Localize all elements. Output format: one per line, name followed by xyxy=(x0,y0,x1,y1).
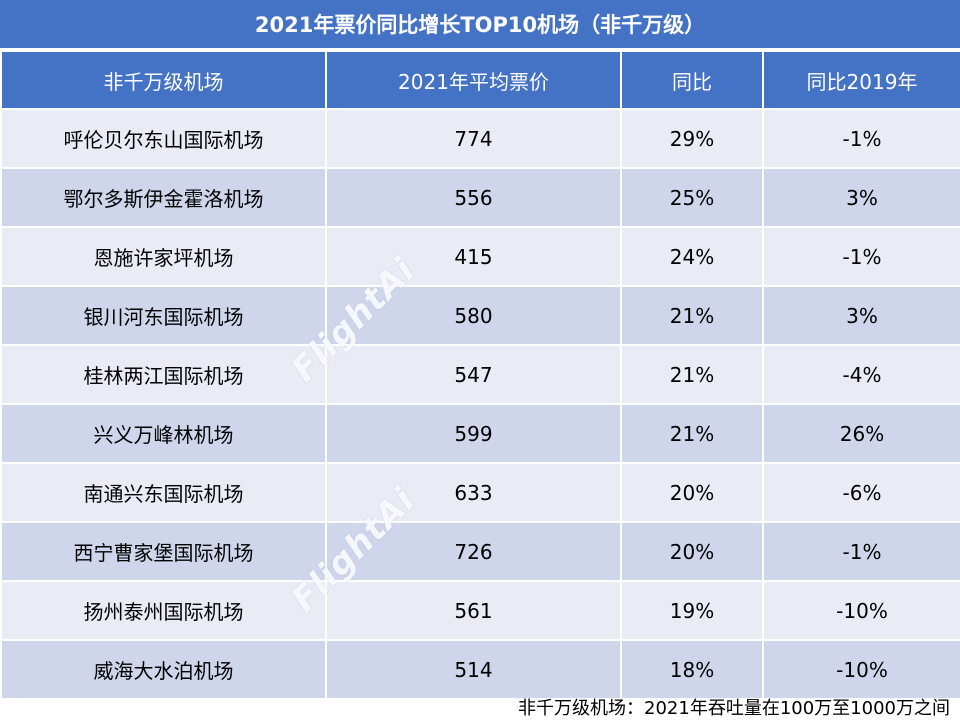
cell-airport: 银川河东国际机场 xyxy=(0,285,327,346)
table-row: 呼伦贝尔东山国际机场 774 29% -1% xyxy=(0,108,960,169)
table-row: 威海大水泊机场 514 18% -10% xyxy=(0,639,960,700)
cell-avg-fare: 514 xyxy=(325,639,622,700)
cell-airport: 扬州泰州国际机场 xyxy=(0,580,327,641)
cell-yoy: 20% xyxy=(620,521,764,582)
cell-vs-2019: -10% xyxy=(762,580,960,641)
table-row: 银川河东国际机场 580 21% 3% xyxy=(0,285,960,346)
cell-airport: 西宁曹家堡国际机场 xyxy=(0,521,327,582)
cell-vs-2019: 26% xyxy=(762,403,960,464)
cell-yoy: 21% xyxy=(620,403,764,464)
cell-airport: 桂林两江国际机场 xyxy=(0,344,327,405)
cell-avg-fare: 580 xyxy=(325,285,622,346)
cell-yoy: 21% xyxy=(620,285,764,346)
cell-vs-2019: -1% xyxy=(762,521,960,582)
cell-yoy: 29% xyxy=(620,108,764,169)
table-row: 恩施许家坪机场 415 24% -1% xyxy=(0,226,960,287)
table-row: 鄂尔多斯伊金霍洛机场 556 25% 3% xyxy=(0,167,960,228)
table-row: 扬州泰州国际机场 561 19% -10% xyxy=(0,580,960,641)
cell-yoy: 24% xyxy=(620,226,764,287)
cell-vs-2019: -1% xyxy=(762,108,960,169)
cell-airport: 威海大水泊机场 xyxy=(0,639,327,700)
cell-airport: 兴义万峰林机场 xyxy=(0,403,327,464)
cell-yoy: 21% xyxy=(620,344,764,405)
table-row: 桂林两江国际机场 547 21% -4% xyxy=(0,344,960,405)
cell-avg-fare: 726 xyxy=(325,521,622,582)
cell-avg-fare: 774 xyxy=(325,108,622,169)
cell-airport: 呼伦贝尔东山国际机场 xyxy=(0,108,327,169)
column-header-vs-2019: 同比2019年 xyxy=(762,50,960,110)
cell-yoy: 19% xyxy=(620,580,764,641)
cell-avg-fare: 415 xyxy=(325,226,622,287)
cell-vs-2019: -6% xyxy=(762,462,960,523)
cell-vs-2019: -1% xyxy=(762,226,960,287)
cell-airport: 恩施许家坪机场 xyxy=(0,226,327,287)
cell-avg-fare: 547 xyxy=(325,344,622,405)
header-row: 非千万级机场 2021年平均票价 同比 同比2019年 xyxy=(0,50,960,110)
cell-vs-2019: 3% xyxy=(762,167,960,228)
cell-avg-fare: 599 xyxy=(325,403,622,464)
cell-avg-fare: 556 xyxy=(325,167,622,228)
column-header-avg-fare: 2021年平均票价 xyxy=(325,50,622,110)
cell-avg-fare: 633 xyxy=(325,462,622,523)
table-row: 南通兴东国际机场 633 20% -6% xyxy=(0,462,960,523)
fare-table: 非千万级机场 2021年平均票价 同比 同比2019年 呼伦贝尔东山国际机场 77… xyxy=(0,50,960,700)
cell-vs-2019: -10% xyxy=(762,639,960,700)
table-body: 呼伦贝尔东山国际机场 774 29% -1% 鄂尔多斯伊金霍洛机场 556 25% 3% 恩施许… xyxy=(0,108,960,700)
column-header-yoy: 同比 xyxy=(620,50,764,110)
cell-airport: 鄂尔多斯伊金霍洛机场 xyxy=(0,167,327,228)
cell-yoy: 20% xyxy=(620,462,764,523)
column-header-airport: 非千万级机场 xyxy=(0,50,327,110)
table-row: 兴义万峰林机场 599 21% 26% xyxy=(0,403,960,464)
table-title: 2021年票价同比增长TOP10机场（非千万级） xyxy=(0,0,960,50)
cell-yoy: 25% xyxy=(620,167,764,228)
footnote: 非千万级机场：2021年吞吐量在100万至1000万之间 xyxy=(518,698,950,719)
cell-avg-fare: 561 xyxy=(325,580,622,641)
table-row: 西宁曹家堡国际机场 726 20% -1% xyxy=(0,521,960,582)
cell-airport: 南通兴东国际机场 xyxy=(0,462,327,523)
cell-vs-2019: 3% xyxy=(762,285,960,346)
cell-yoy: 18% xyxy=(620,639,764,700)
cell-vs-2019: -4% xyxy=(762,344,960,405)
